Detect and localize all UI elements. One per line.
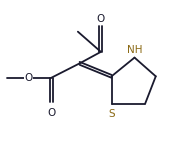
Text: NH: NH: [127, 45, 142, 55]
Text: O: O: [24, 73, 32, 83]
Text: O: O: [97, 15, 105, 24]
Text: S: S: [108, 109, 115, 119]
Text: O: O: [47, 108, 55, 118]
